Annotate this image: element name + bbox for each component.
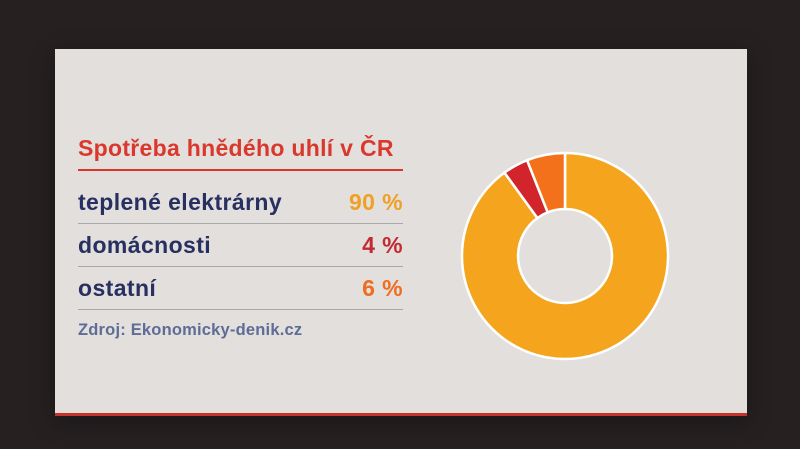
chart-title: Spotřeba hnědého uhlí v ČR — [78, 135, 394, 161]
donut-chart — [455, 146, 675, 366]
title-underline — [78, 169, 403, 171]
legend-value: 4 % — [362, 231, 403, 258]
donut-slice-0 — [460, 151, 670, 361]
legend-label: teplené elektrárny — [78, 188, 283, 215]
donut-chart-svg — [460, 151, 670, 361]
infographic-card: Spotřeba hnědého uhlí v ČR teplené elekt… — [55, 49, 747, 416]
legend-value: 90 % — [348, 188, 403, 215]
donut-slice-2 — [525, 151, 567, 214]
legend-row-power-plants: teplené elektrárny 90 % — [78, 181, 403, 224]
legend-label: domácnosti — [78, 231, 212, 258]
legend-table: teplené elektrárny 90 % domácnosti 4 % o… — [78, 181, 403, 310]
legend-row-households: domácnosti 4 % — [78, 224, 403, 267]
source-attribution: Zdroj: Ekonomicky-denik.cz — [78, 321, 303, 339]
legend-row-other: ostatní 6 % — [78, 267, 403, 310]
legend-value: 6 % — [362, 274, 403, 301]
legend-label: ostatní — [78, 274, 157, 301]
